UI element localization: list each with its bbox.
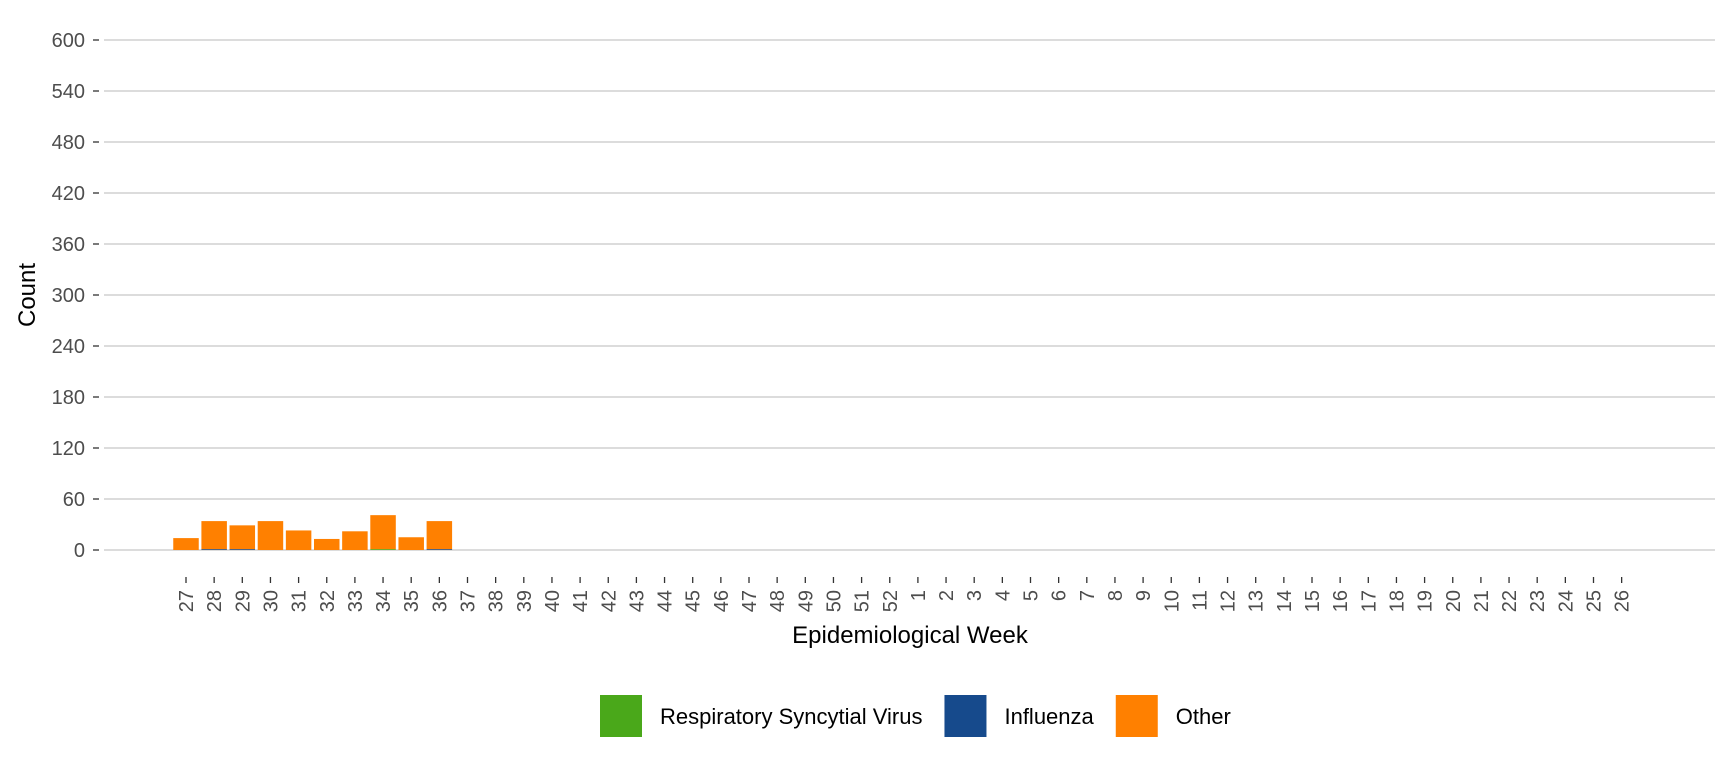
- legend-item: Influenza: [944, 695, 1095, 737]
- x-tick-label: 21: [1471, 590, 1493, 612]
- bar-other-week-34: [370, 515, 396, 550]
- bar-other-week-29: [229, 525, 256, 550]
- x-tick-label: 52: [880, 590, 902, 612]
- x-tick-label: 13: [1246, 590, 1268, 612]
- y-tick-label: 240: [52, 336, 85, 358]
- x-tick-label: 3: [964, 590, 986, 601]
- x-tick-label: 20: [1443, 590, 1465, 612]
- x-tick-label: 35: [401, 590, 423, 612]
- y-tick-label: 180: [52, 387, 85, 409]
- x-tick-label: 49: [795, 590, 817, 612]
- bar-other-week-36: [426, 521, 453, 550]
- bar-other-week-28: [201, 521, 227, 550]
- x-tick-label: 51: [852, 590, 874, 612]
- legend-item: Other: [1115, 695, 1231, 737]
- x-tick-label: 11: [1189, 590, 1211, 611]
- y-tick-label: 600: [52, 30, 85, 52]
- x-tick-label: 14: [1274, 590, 1296, 612]
- x-tick-label: 29: [232, 590, 254, 612]
- x-tick-label: 4: [992, 590, 1014, 601]
- x-tick-label: 26: [1612, 590, 1634, 612]
- y-tick-label: 360: [52, 234, 85, 256]
- y-tick-label: 300: [52, 285, 85, 307]
- bar-influenza-week-36: [426, 549, 453, 550]
- x-tick-label: 25: [1584, 590, 1606, 612]
- x-tick-label: 9: [1133, 590, 1155, 601]
- legend-label: Influenza: [1004, 704, 1094, 729]
- x-tick-label: 18: [1386, 590, 1408, 612]
- x-tick-label: 2: [936, 590, 958, 601]
- x-tick-label: 45: [683, 590, 705, 612]
- x-tick-label: 23: [1527, 590, 1549, 612]
- x-tick-label: 10: [1161, 590, 1183, 612]
- x-tick-label: 39: [514, 590, 536, 612]
- legend-key: [944, 695, 987, 737]
- x-tick-label: 41: [570, 590, 592, 612]
- y-axis-title: Count: [14, 263, 41, 327]
- bars: [173, 515, 453, 550]
- x-tick-label: 19: [1415, 590, 1437, 612]
- legend-label: Other: [1176, 704, 1231, 729]
- x-tick-label: 43: [626, 590, 648, 612]
- bar-respiratory-syncytial-virus-week-34: [370, 549, 396, 550]
- legend: Respiratory Syncytial Virus Influenza Othe…: [600, 695, 1231, 737]
- x-tick-label: 15: [1302, 590, 1324, 612]
- x-tick-label: 46: [711, 590, 733, 612]
- bar-other-week-31: [285, 530, 312, 550]
- x-tick-label: 36: [429, 590, 451, 612]
- bar-other-week-32: [314, 538, 340, 550]
- x-tick-label: 32: [317, 590, 339, 612]
- x-tick-label: 6: [1049, 590, 1071, 601]
- y-tick-label: 420: [52, 183, 85, 205]
- bar-other-week-27: [173, 538, 199, 550]
- x-tick-label: 7: [1077, 590, 1099, 601]
- x-tick-label: 30: [260, 590, 282, 612]
- legend-label: Respiratory Syncytial Virus: [660, 704, 922, 729]
- x-tick-label: 33: [345, 590, 367, 612]
- x-axis: 27 28 29 30 31 32 33 34 35 36 37 38 39 40 41 42 43 44 45 46…: [176, 577, 1634, 612]
- y-tick-label: 120: [52, 438, 85, 460]
- x-tick-label: 42: [598, 590, 620, 612]
- x-tick-label: 24: [1555, 590, 1577, 612]
- x-tick-label: 8: [1105, 590, 1127, 601]
- x-tick-label: 48: [767, 590, 789, 612]
- legend-key: [1115, 695, 1158, 737]
- x-tick-label: 34: [373, 590, 395, 612]
- x-tick-label: 5: [1021, 590, 1043, 601]
- x-tick-label: 17: [1358, 590, 1380, 612]
- y-tick-label: 60: [63, 489, 85, 511]
- bar-other-week-33: [342, 531, 368, 550]
- y-tick-label: 540: [52, 81, 85, 103]
- y-axis: 0 60 120 180 240 300 360 420 480 540 600: [52, 30, 99, 562]
- x-tick-label: 38: [486, 590, 508, 612]
- bar-other-week-30: [257, 521, 284, 550]
- x-tick-label: 47: [739, 590, 761, 612]
- x-tick-label: 22: [1499, 590, 1521, 612]
- x-tick-label: 16: [1330, 590, 1352, 612]
- x-tick-label: 27: [176, 590, 198, 612]
- bar-other-week-35: [398, 537, 424, 550]
- y-tick-label: 0: [74, 540, 85, 562]
- x-axis-title: Epidemiological Week: [792, 622, 1029, 649]
- x-tick-label: 12: [1218, 590, 1240, 612]
- x-tick-label: 37: [458, 590, 480, 612]
- x-tick-label: 28: [204, 590, 226, 612]
- bar-influenza-week-29: [229, 549, 256, 550]
- bar-influenza-week-28: [201, 549, 227, 550]
- x-tick-label: 50: [823, 590, 845, 612]
- legend-key: [600, 695, 642, 737]
- legend-item: Respiratory Syncytial Virus: [600, 695, 922, 737]
- x-tick-label: 31: [289, 590, 311, 612]
- y-tick-label: 480: [52, 132, 85, 154]
- x-tick-label: 1: [908, 590, 930, 601]
- grid: [104, 39, 1715, 551]
- x-tick-label: 40: [542, 590, 564, 612]
- x-tick-label: 44: [655, 590, 677, 612]
